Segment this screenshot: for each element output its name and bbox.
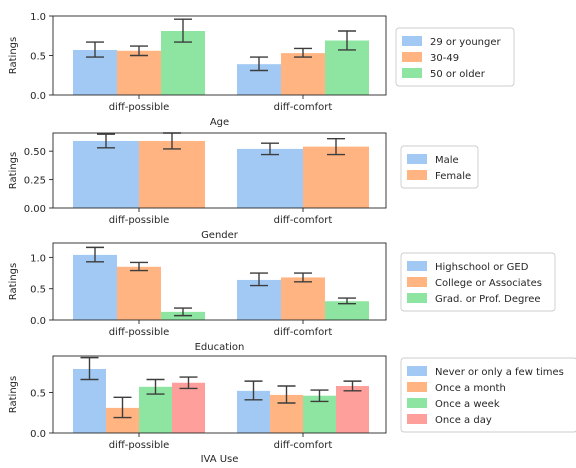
axes-frame: [52, 132, 387, 209]
axes-frame: [52, 355, 387, 434]
legend-swatch: [407, 293, 427, 303]
y-tick-label: 0.0: [30, 91, 46, 102]
bar: [117, 266, 161, 320]
chart-panel: 0.00 0.25 0.50 diff-possible diff-comfort Rat…: [8, 132, 479, 241]
legend-label: Once a day: [435, 415, 492, 426]
y-tick-label: 0.0: [30, 316, 46, 327]
bar: [139, 140, 205, 208]
legend-swatch: [407, 261, 427, 271]
bar: [325, 301, 369, 320]
x-tick-label: diff-comfort: [274, 215, 333, 226]
bar: [281, 53, 325, 95]
legend-swatch: [407, 154, 427, 164]
y-tick-label: 0.00: [24, 204, 46, 215]
legend: 29 or younger 30-49 50 or older: [395, 27, 515, 87]
x-axis-label: Education: [195, 342, 245, 353]
x-tick-label: diff-possible: [109, 215, 170, 226]
legend-swatch: [407, 398, 427, 408]
bar: [73, 254, 117, 320]
legend: Highschool or GED College or Associates Gr…: [400, 252, 556, 312]
x-tick-label: diff-comfort: [274, 102, 333, 113]
x-tick-label: diff-possible: [109, 327, 170, 338]
legend-label: 50 or older: [430, 69, 486, 80]
legend-frame: [400, 357, 576, 433]
legend-swatch: [402, 36, 422, 46]
y-tick-label: 1.0: [30, 12, 46, 23]
x-tick-label: diff-possible: [109, 102, 170, 113]
legend-label: Male: [435, 155, 459, 166]
legend-label: Never or only a few times: [435, 367, 564, 378]
bar: [281, 277, 325, 320]
legend-label: College or Associates: [435, 278, 542, 289]
legend-label: 30-49: [430, 53, 459, 64]
x-tick-label: diff-comfort: [274, 440, 333, 451]
bar: [117, 50, 161, 95]
legend-label: Highschool or GED: [435, 262, 529, 273]
bar: [303, 146, 369, 208]
legend-label: 29 or younger: [430, 37, 502, 48]
y-tick-label: 0.50: [24, 147, 46, 158]
y-axis-label: Ratings: [8, 37, 19, 74]
bar: [336, 385, 369, 433]
legend-swatch: [407, 382, 427, 392]
legend-label: Once a week: [435, 399, 500, 410]
legend-swatch: [402, 68, 422, 78]
y-tick-label: 0.5: [30, 285, 46, 296]
x-axis-label: Age: [210, 117, 229, 128]
y-tick-label: 1.0: [30, 253, 46, 264]
legend-swatch: [407, 366, 427, 376]
x-tick-label: diff-comfort: [274, 327, 333, 338]
legend-swatch: [407, 414, 427, 424]
y-tick-label: 0.25: [24, 176, 46, 187]
bar: [172, 382, 205, 433]
x-axis-label: Gender: [201, 230, 239, 241]
legend-swatch: [407, 277, 427, 287]
legend: Male Female: [400, 145, 479, 189]
chart-panel: 0.0 0.5 1.0 diff-possible diff-comfort Rating…: [8, 12, 515, 128]
legend-frame: [400, 252, 556, 312]
legend-label: Grad. or Prof. Degree: [435, 294, 541, 305]
y-tick-label: 0.0: [30, 429, 46, 440]
y-axis-label: Ratings: [8, 376, 19, 413]
legend-label: Female: [435, 171, 471, 182]
y-axis-label: Ratings: [8, 152, 19, 189]
legend: Never or only a few times Once a month Onc…: [400, 357, 576, 433]
legend-frame: [395, 27, 515, 87]
x-axis-label: IVA Use: [201, 454, 239, 465]
legend-swatch: [407, 170, 427, 180]
bar: [73, 140, 139, 208]
chart-panel: 0.0 0.5 1.0 diff-possible diff-comfort Rating…: [8, 242, 556, 353]
legend-swatch: [402, 52, 422, 62]
bar: [237, 279, 281, 320]
bar: [237, 148, 303, 208]
y-tick-label: 0.5: [30, 388, 46, 399]
y-axis-label: Ratings: [8, 263, 19, 300]
axes-frame: [52, 242, 387, 321]
legend-label: Once a month: [435, 383, 506, 394]
x-tick-label: diff-possible: [109, 440, 170, 451]
y-tick-label: 0.5: [30, 52, 46, 63]
chart-panel: 0.0 0.5 diff-possible diff-comfort Ratings IV…: [8, 355, 576, 465]
